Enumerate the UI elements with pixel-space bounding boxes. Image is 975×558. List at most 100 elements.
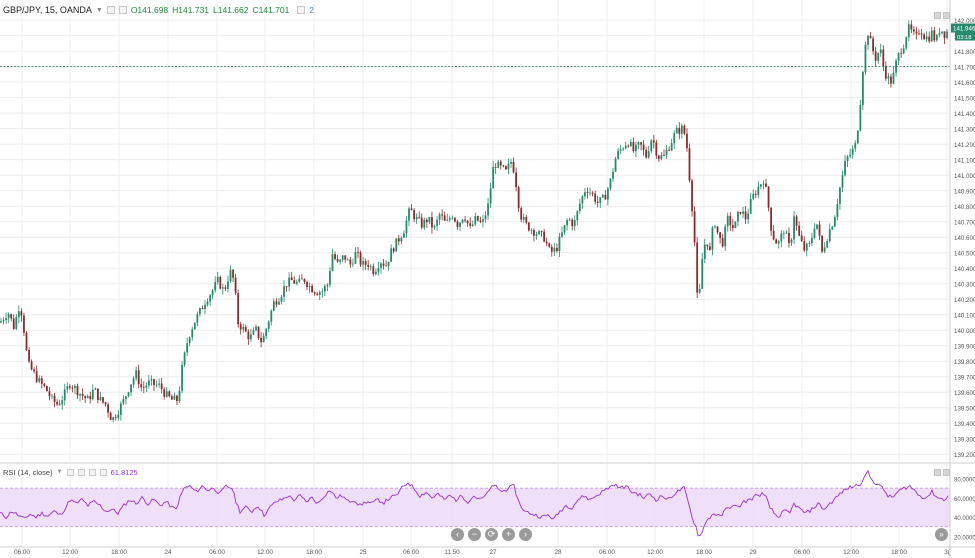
- candle-body: [301, 278, 303, 280]
- candle-body: [89, 396, 92, 400]
- candle-body: [800, 235, 803, 242]
- candle-body: [418, 216, 421, 218]
- candle-body: [765, 183, 767, 187]
- candle-body: [890, 76, 892, 84]
- candle-body: [377, 267, 380, 272]
- price-axis-label: 140.400: [954, 266, 975, 273]
- candle-body: [339, 259, 342, 262]
- main-pane-controls: [934, 12, 950, 19]
- candle-body: [380, 263, 382, 268]
- candle-body: [321, 291, 324, 293]
- candle-body: [464, 219, 466, 221]
- chevron-down-icon[interactable]: ▼: [95, 6, 103, 14]
- candle-body: [56, 402, 58, 405]
- candle-body: [280, 296, 283, 302]
- candle-body: [117, 414, 120, 418]
- candle-body: [752, 193, 755, 199]
- candle-body: [561, 232, 563, 237]
- candle-body: [385, 265, 387, 267]
- candle-body: [318, 292, 321, 296]
- price-axis-label: 139.900: [954, 344, 975, 351]
- candle-body: [250, 334, 252, 340]
- candle-body: [15, 317, 18, 329]
- pane-close-icon[interactable]: [943, 12, 950, 19]
- candle-body: [775, 239, 778, 244]
- candle-body: [408, 208, 410, 221]
- time-axis-label: 18:00: [306, 549, 322, 556]
- candle-body: [119, 403, 122, 415]
- symbol-label[interactable]: GBP/JPY, 15, OANDA: [3, 5, 92, 15]
- candle-body: [933, 30, 936, 41]
- candle-body: [818, 224, 821, 236]
- candle-body: [275, 301, 278, 305]
- candle-body: [556, 248, 558, 252]
- candle-body: [719, 232, 721, 238]
- candle-body: [344, 255, 347, 260]
- scroll-left-button[interactable]: ‹: [451, 528, 464, 541]
- reset-button[interactable]: ⟳: [485, 528, 498, 541]
- candle-body: [428, 216, 431, 223]
- candle-body: [770, 207, 772, 231]
- candle-body: [558, 236, 561, 252]
- candle-body: [186, 343, 189, 353]
- candle-body: [517, 187, 520, 209]
- candle-body: [642, 144, 645, 150]
- candle-body: [731, 225, 734, 229]
- rsi-value: 61.8125: [110, 467, 138, 477]
- zoom-out-button[interactable]: −: [468, 528, 481, 541]
- candle-body: [374, 271, 377, 275]
- candle-body: [497, 161, 500, 168]
- price-axis-label: 141.800: [954, 49, 975, 56]
- candle-body: [114, 417, 117, 418]
- pane-maximize-icon[interactable]: [934, 12, 941, 19]
- rsi-title[interactable]: RSI (14, close): [3, 467, 53, 477]
- rsi-axis-label: 60.0000: [954, 497, 975, 503]
- candle-body: [155, 384, 158, 386]
- candle-body: [125, 396, 127, 400]
- candle-body: [372, 266, 375, 275]
- visibility-toggle-icon[interactable]: [106, 6, 115, 14]
- candle-body: [747, 213, 750, 220]
- candle-body: [502, 165, 505, 167]
- candle-body: [571, 219, 574, 227]
- indicator-count-badge[interactable]: 2: [309, 5, 314, 15]
- candle-body: [295, 281, 298, 284]
- candle-body: [813, 228, 816, 238]
- price-axis-label: 139.200: [954, 452, 975, 459]
- candle-body: [833, 217, 836, 227]
- settings-icon[interactable]: [118, 6, 127, 14]
- candle-body: [729, 215, 732, 226]
- candle-body: [188, 337, 191, 344]
- pane-maximize-icon[interactable]: [934, 469, 941, 476]
- candle-body: [826, 241, 829, 248]
- candle-body: [415, 216, 418, 220]
- candle-body: [196, 314, 199, 323]
- candle-body: [97, 388, 99, 401]
- candle-body: [905, 37, 908, 49]
- candle-body: [726, 215, 729, 227]
- indicators-icon[interactable]: [297, 6, 306, 14]
- candle-body: [86, 396, 89, 399]
- settings-icon[interactable]: [77, 468, 85, 476]
- candle-body: [209, 295, 211, 302]
- candle-body: [612, 171, 614, 179]
- scroll-right-button[interactable]: ›: [519, 528, 532, 541]
- candle-body: [530, 229, 533, 231]
- candle-body: [907, 24, 910, 38]
- candle-body: [935, 35, 938, 41]
- candle-body: [670, 143, 673, 151]
- rsi-pane-controls: [934, 469, 950, 476]
- candle-body: [915, 31, 918, 34]
- visibility-toggle-icon[interactable]: [66, 468, 74, 476]
- close-icon[interactable]: [88, 468, 96, 476]
- candle-body: [25, 332, 28, 350]
- chevron-down-icon[interactable]: ▼: [56, 469, 63, 475]
- candle-body: [545, 241, 548, 244]
- go-to-realtime-button[interactable]: »: [935, 528, 948, 541]
- candle-body: [668, 150, 670, 151]
- zoom-in-button[interactable]: +: [502, 528, 515, 541]
- pane-close-icon[interactable]: [943, 469, 950, 476]
- more-icon[interactable]: [99, 468, 107, 476]
